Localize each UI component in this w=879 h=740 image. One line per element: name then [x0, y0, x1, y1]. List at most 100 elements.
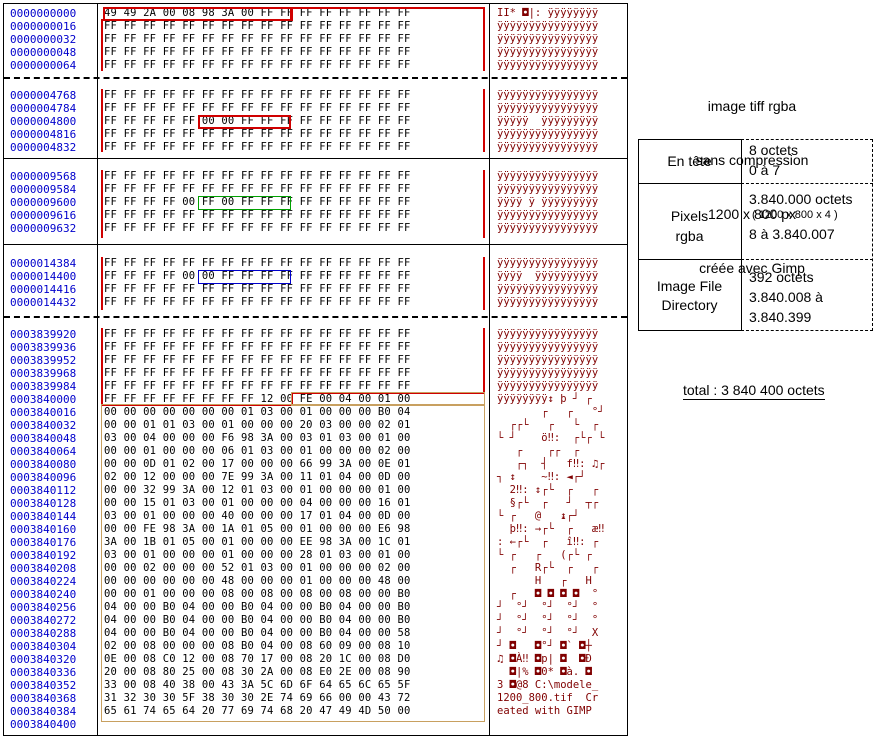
row-hex-bytes: FF FF FF FF FF FF FF FF FF FF FF FF FF F… — [104, 20, 411, 32]
row-ascii: ÿÿÿÿÿÿÿÿ↕ þ ┘ ┌ — [497, 393, 599, 405]
row-hex-bytes: FF FF FF FF FF FF FF FF FF FF FF FF FF F… — [104, 341, 411, 353]
row-ascii: ┐ ↕ ~‼: ◄┌┘ — [497, 471, 599, 483]
row-hex-bytes: FF FF FF FF FF FF FF FF FF FF FF FF FF F… — [104, 183, 411, 195]
row-offset: 0003840368 — [10, 692, 77, 705]
row-offset: 0003840240 — [10, 588, 77, 601]
pixel-region-outline — [483, 328, 485, 394]
ifd-size: 392 octets — [749, 269, 814, 285]
section-divider-1 — [4, 158, 627, 159]
row-offset: 0003840080 — [10, 458, 77, 471]
row-hex-bytes: FF FF FF FF FF FF FF FF FF FF FF FF FF F… — [104, 354, 411, 366]
row-ascii: ÿÿÿÿÿÿÿÿÿÿÿÿÿÿÿÿ — [497, 102, 599, 114]
row-hex-bytes: 33 00 08 40 38 00 43 3A 5C 6D 6F 64 65 6… — [104, 679, 411, 691]
row-offset: 0000014384 — [10, 257, 77, 270]
row-ascii: ┘ °┘ °┘ °┘ X — [497, 627, 599, 639]
row-hex-bytes: 03 00 04 00 00 00 F6 98 3A 00 03 01 03 0… — [104, 432, 411, 444]
row-ascii: 1200_800.tif Cr — [497, 692, 599, 704]
row-hex-bytes: FF FF FF FF FF FF FF FF FF FF FF FF FF F… — [104, 296, 411, 308]
row-ascii: §┌└ ┌ ┘ ┬┌ — [497, 497, 599, 509]
row-offset: 0003839952 — [10, 354, 77, 367]
row-hex-bytes: 00 00 15 01 03 00 01 00 00 00 04 00 00 0… — [104, 497, 411, 509]
row-offset: 0000004800 — [10, 115, 77, 128]
ifd-values: 392 octets 3.840.008 à 3.840.399 — [749, 267, 823, 327]
row-ascii: ┘ °┘ °┘ °┘ ° — [497, 614, 599, 626]
row-ascii: ÿÿÿÿÿÿÿÿÿÿÿÿÿÿÿÿ — [497, 46, 599, 58]
row-hex-bytes: FF FF FF FF FF FF FF FF FF FF FF FF FF F… — [104, 380, 411, 392]
row-offset: 0000009584 — [10, 183, 77, 196]
pixel-region-outline — [291, 392, 293, 406]
row-offset: 0003839936 — [10, 341, 77, 354]
row-hex-bytes: FF FF FF FF FF FF FF FF FF FF FF FF FF F… — [104, 209, 411, 221]
row-hex-bytes: FF FF FF FF FF 00 00 FF FF FF FF FF FF F… — [104, 115, 411, 127]
row-hex-bytes: 04 00 00 B0 04 00 00 B0 04 00 00 B0 04 0… — [104, 614, 411, 626]
pixel-region-outline — [101, 328, 103, 406]
row-offset: 0003840064 — [10, 445, 77, 458]
row-offset: 0000000064 — [10, 59, 77, 72]
annotation-line: sans compression — [695, 152, 809, 168]
row-hex-bytes: 31 32 30 30 5F 38 30 30 2E 74 69 66 00 0… — [104, 692, 411, 704]
row-offset: 0003840400 — [10, 718, 77, 731]
row-offset: 0000000048 — [10, 46, 77, 59]
row-offset: 0000004768 — [10, 89, 77, 102]
row-ascii: ÿÿÿÿ ÿ ÿÿÿÿÿÿÿÿÿ — [497, 196, 599, 208]
row-ascii: └ ┌ @ ↨┌┘ — [497, 510, 599, 522]
row-hex-bytes: 00 00 FE 98 3A 00 1A 01 05 00 01 00 00 0… — [104, 523, 411, 535]
row-hex-bytes: 04 00 00 B0 04 00 00 B0 04 00 00 B0 04 0… — [104, 627, 411, 639]
annotation-line: image tiff rgba — [707, 98, 797, 114]
row-hex-bytes: 00 00 01 01 03 00 01 00 00 00 20 03 00 0… — [104, 419, 411, 431]
row-ascii: ┌ ┌┌ ┌ — [497, 445, 599, 457]
row-hex-bytes: FF FF FF FF FF FF FF FF FF FF FF FF FF F… — [104, 367, 411, 379]
row-hex-bytes: 00 00 0D 01 02 00 17 00 00 00 66 99 3A 0… — [104, 458, 411, 470]
offset-column-divider — [97, 4, 98, 735]
total-size: total : 3 840 400 octets — [683, 382, 825, 400]
row-ascii: ÿÿÿÿÿÿÿÿÿÿÿÿÿÿÿÿ — [497, 296, 599, 308]
pixel-region-outline — [101, 19, 293, 21]
row-offset: 0003840256 — [10, 601, 77, 614]
row-ascii: ÿÿÿÿÿÿÿÿÿÿÿÿÿÿÿÿ — [497, 328, 599, 340]
row-offset: 0003840176 — [10, 536, 77, 549]
header-size: 8 octets — [749, 142, 799, 158]
row-hex-bytes: FF FF FF FF FF FF FF FF 12 00 FE 00 04 0… — [104, 393, 411, 405]
ifd-label: Image File Directory — [656, 278, 723, 313]
row-ascii: ÿÿÿÿÿ ÿÿÿÿÿÿÿÿÿ — [497, 115, 599, 127]
row-offset: 0000004832 — [10, 141, 77, 154]
image-description: image tiff rgba sans compression 1200 x … — [667, 61, 837, 313]
section-gap-1 — [4, 77, 627, 79]
row-ascii: ÿÿÿÿÿÿÿÿÿÿÿÿÿÿÿÿ — [497, 209, 599, 221]
row-offset: 0003840272 — [10, 614, 77, 627]
row-offset: 0003840304 — [10, 640, 77, 653]
pixel-region-outline — [293, 392, 485, 394]
row-ascii: ÿÿÿÿÿÿÿÿÿÿÿÿÿÿÿÿ — [497, 354, 599, 366]
pixel-region-outline — [483, 89, 485, 152]
row-offset: 0003840192 — [10, 549, 77, 562]
row-offset: 0003840336 — [10, 666, 77, 679]
row-hex-bytes: FF FF FF FF FF FF FF FF FF FF FF FF FF F… — [104, 328, 411, 340]
row-offset: 0000014432 — [10, 296, 77, 309]
row-ascii: ÿÿÿÿÿÿÿÿÿÿÿÿÿÿÿÿ — [497, 89, 599, 101]
row-hex-bytes: 00 00 01 00 00 00 08 00 08 00 08 00 08 0… — [104, 588, 411, 600]
row-hex-bytes: FF FF FF FF FF FF FF FF FF FF FF FF FF F… — [104, 59, 411, 71]
row-ascii: ÿÿÿÿÿÿÿÿÿÿÿÿÿÿÿÿ — [497, 20, 599, 32]
row-offset: 0000009568 — [10, 170, 77, 183]
row-ascii: II* ◘|: ÿÿÿÿÿÿÿÿ — [497, 7, 599, 19]
pixel-region-outline — [483, 170, 485, 238]
annotation-line: 1200 x 800 px — [708, 206, 796, 222]
row-offset: 0000014400 — [10, 270, 77, 283]
row-offset: 0003839920 — [10, 328, 77, 341]
row-hex-bytes: 02 00 12 00 00 00 7E 99 3A 00 11 01 04 0… — [104, 471, 411, 483]
row-offset: 0000000016 — [10, 20, 77, 33]
row-offset: 0000009616 — [10, 209, 77, 222]
ascii-column-divider — [489, 4, 490, 735]
row-hex-bytes: FF FF FF FF FF FF FF FF FF FF FF FF FF F… — [104, 141, 411, 153]
row-ascii: ÿÿÿÿÿÿÿÿÿÿÿÿÿÿÿÿ — [497, 170, 599, 182]
row-ascii: ┘ ◘ ◘°┘ ◘` ◘┼ — [497, 640, 592, 652]
pixel-region-outline — [101, 257, 103, 310]
row-ascii: ┌┌└ ┌ └ ┌ — [497, 419, 599, 431]
pixel-region-outline — [483, 7, 485, 71]
row-ascii: ┌ ◘ ◘ ◘ ◘ ° — [497, 588, 599, 600]
file-structure-table: En tête 8 octets 0 à 7 Pixels rgba 3.840… — [638, 139, 873, 331]
row-offset: 0000004784 — [10, 102, 77, 115]
pixel-region-outline — [101, 404, 293, 406]
row-hex-bytes: FF FF FF FF FF FF FF FF FF FF FF FF FF F… — [104, 170, 411, 182]
row-ascii: ┌ R┌└ ┌ ┌ — [497, 562, 599, 574]
